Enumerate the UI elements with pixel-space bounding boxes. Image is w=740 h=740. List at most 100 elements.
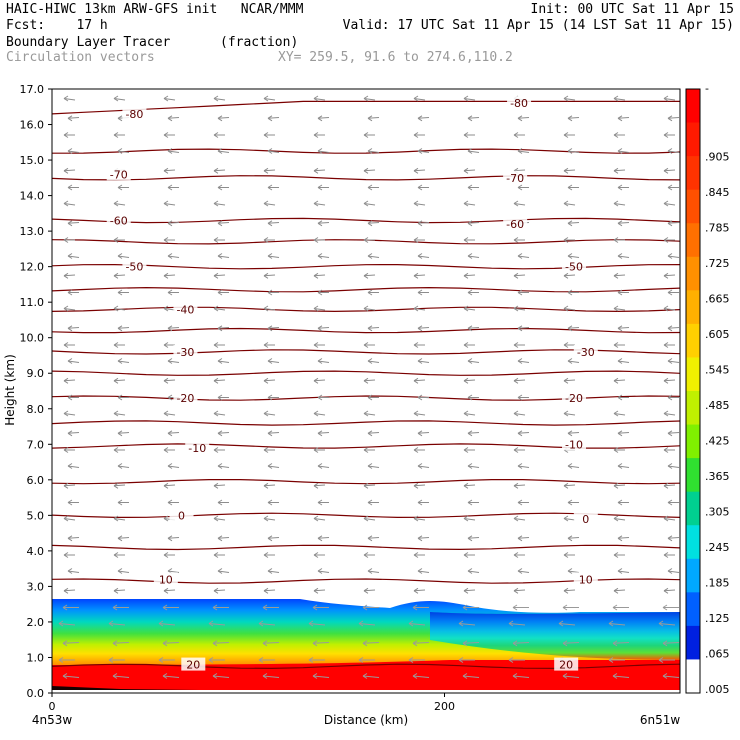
vector-arrowhead (667, 289, 673, 296)
vector-arrowhead (317, 394, 323, 401)
vector-arrow (517, 255, 530, 258)
vector-arrow (313, 484, 326, 487)
colorbar-label: .905 (705, 150, 730, 163)
vector-arrow (363, 203, 376, 206)
vector-arrow (217, 222, 230, 224)
vector-arrow (263, 274, 276, 277)
vector-arrow (217, 255, 230, 258)
vector-arrow (167, 537, 180, 539)
vector-arrowhead (417, 115, 423, 122)
vector-arrowhead (617, 184, 623, 191)
vector-arrowhead (213, 305, 219, 312)
vector-arrow (313, 169, 326, 172)
contour-label: -60 (506, 218, 524, 231)
vector-arrow (363, 169, 376, 172)
contour-label-bg (562, 259, 587, 273)
vector-arrow (263, 379, 276, 382)
vector-arrow (462, 642, 480, 644)
contour-labels: -80 -80 -70 -70 -60 -60 -50 -50 -40 -30 -30 -20 -20 -… (106, 96, 598, 672)
vector-arrow (217, 150, 230, 153)
vector-arrow (413, 98, 426, 101)
vector-arrowhead (63, 272, 69, 279)
vector-arrowhead (117, 253, 123, 259)
vector-arrowhead (267, 253, 273, 259)
vector-arrowhead (367, 535, 373, 542)
vector-arrow (408, 623, 426, 626)
vector-arrowhead (517, 289, 523, 296)
vector-arrowhead (213, 272, 219, 279)
vector-arrowhead (258, 620, 264, 627)
vector-arrowhead (613, 272, 619, 279)
vector-arrowhead (113, 237, 119, 243)
vector-arrowhead (463, 132, 469, 138)
vector-arrowhead (517, 325, 523, 332)
vector-arrowhead (208, 620, 214, 627)
vector-arrow (467, 360, 480, 363)
vector-arrowhead (613, 587, 619, 594)
vector-arrow (417, 255, 430, 258)
vector-arrow (112, 675, 130, 678)
vector-arrowhead (617, 535, 623, 542)
vector-arrowhead (263, 410, 269, 417)
vector-arrow (363, 518, 376, 521)
vector-arrowhead (517, 499, 523, 506)
contour-label: -70 (110, 168, 128, 181)
contour-label: -50 (125, 261, 143, 274)
vector-arrowhead (663, 515, 669, 522)
contour-line (51, 100, 680, 115)
vector-arrowhead (608, 657, 614, 663)
vector-arrow (363, 98, 376, 101)
vector-arrow (567, 360, 580, 363)
vector-arrowhead (113, 482, 119, 489)
vector-arrow (417, 117, 430, 119)
vector-arrow (508, 623, 526, 626)
vector-arrow (67, 255, 80, 258)
vector-arrow (413, 169, 426, 172)
contour-label-bg (573, 511, 598, 525)
vector-arrowhead (363, 95, 369, 102)
vector-arrowhead (113, 515, 119, 522)
contour-label-bg (503, 217, 528, 231)
vector-arrowhead (517, 394, 523, 401)
vector-arrowhead (67, 184, 73, 191)
vector-arrowhead (617, 115, 623, 122)
vector-arrowhead (613, 482, 619, 489)
vector-arrow (613, 203, 626, 206)
vector-arrowhead (563, 167, 569, 174)
vector-arrowhead (663, 410, 669, 417)
vector-arrowhead (363, 305, 369, 312)
vector-arrowhead (358, 620, 364, 627)
vector-arrow (413, 379, 426, 382)
vector-arrow (367, 222, 380, 224)
vector-arrowhead (317, 358, 323, 364)
vector-arrowhead (663, 237, 669, 243)
vector-arrow (113, 589, 126, 592)
vector-arrowhead (308, 657, 314, 663)
vector-arrowhead (167, 394, 173, 401)
vector-arrowhead (163, 587, 169, 594)
vector-arrowhead (463, 200, 469, 207)
vector-arrowhead (267, 394, 273, 401)
vector-arrow (517, 465, 530, 468)
vector-arrow (558, 623, 576, 626)
vector-arrow (58, 623, 76, 626)
vector-arrow (263, 308, 276, 311)
vector-arrowhead (263, 587, 269, 594)
contour-line (51, 370, 681, 376)
vector-arrowhead (117, 184, 123, 191)
vector-arrow (463, 518, 476, 521)
vector-arrowhead (317, 148, 323, 154)
vector-arrow (317, 150, 330, 153)
vector-arrow (117, 255, 130, 258)
vector-arrowhead (567, 499, 573, 506)
vector-arrowhead (217, 430, 223, 437)
vector-arrowhead (112, 640, 118, 647)
x-tick-label: 0 (49, 700, 56, 713)
vector-arrowhead (617, 463, 623, 469)
contour-line (51, 175, 681, 181)
colorbar-label: .785 (705, 221, 730, 234)
vector-arrow (213, 518, 226, 521)
vector-arrowhead (463, 305, 469, 312)
vector-arrowhead (517, 358, 523, 364)
vector-arrow (417, 327, 430, 329)
